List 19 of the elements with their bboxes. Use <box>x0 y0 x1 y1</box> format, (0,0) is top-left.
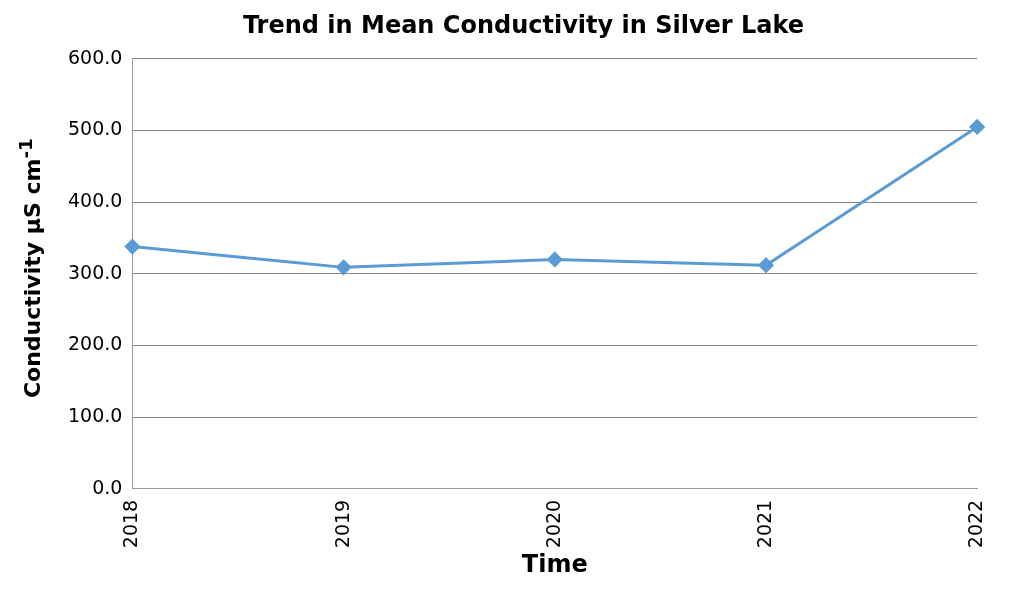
x-axis-title: Time <box>521 549 588 578</box>
point <box>758 257 774 273</box>
y-tick-label: 200.0 <box>67 332 123 355</box>
y-tick-label: 400.0 <box>67 189 123 212</box>
y-tick-label: 0.0 <box>92 475 123 498</box>
chart-title: Trend in Mean Conductivity in Silver Lake <box>242 10 805 39</box>
x-tick-label: 2019 <box>330 499 353 549</box>
point <box>969 119 985 135</box>
point <box>547 251 563 267</box>
y-tick-label: 300.0 <box>67 260 123 283</box>
point <box>336 259 352 275</box>
x-tick-label: 2020 <box>541 499 564 549</box>
point <box>124 239 140 255</box>
x-tick-label: 2022 <box>964 499 987 549</box>
x-tick-label: 2018 <box>119 499 142 549</box>
y-tick-label: 600.0 <box>67 45 123 68</box>
y-tick-label: 100.0 <box>67 404 123 427</box>
y-tick-label: 500.0 <box>67 117 123 140</box>
x-tick-label: 2021 <box>752 499 775 549</box>
